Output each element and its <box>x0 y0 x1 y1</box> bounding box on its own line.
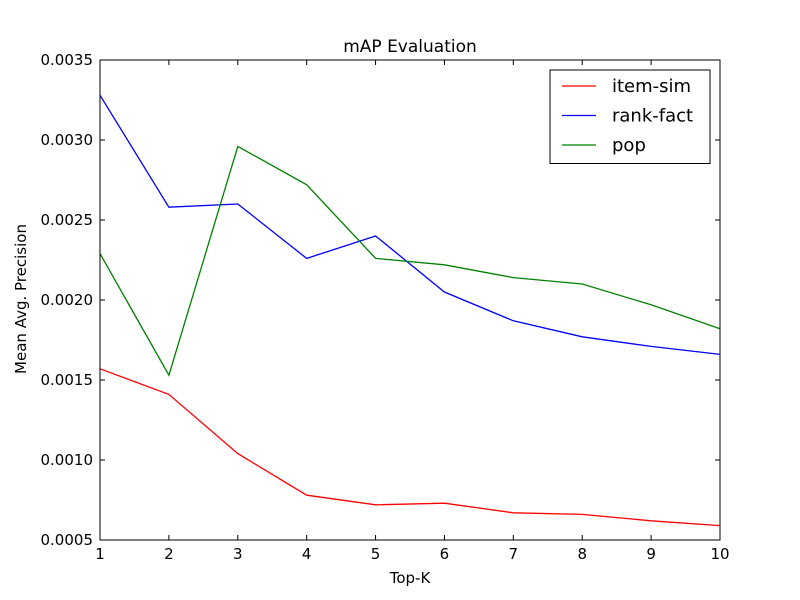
x-axis-label: Top-K <box>389 569 432 587</box>
x-tick-label: 6 <box>440 545 450 563</box>
x-tick-label: 1 <box>95 545 105 563</box>
y-tick-label: 0.0010 <box>41 451 94 469</box>
x-tick-label: 3 <box>233 545 243 563</box>
series-line-rank-fact <box>99 94 721 356</box>
plot-series <box>99 94 721 527</box>
series-line-pop <box>99 145 721 377</box>
legend: item-sim rank-fact pop <box>549 69 711 164</box>
x-tick-label: 2 <box>164 545 174 563</box>
axis-ticks: 1 2 3 4 5 6 7 8 9 10 0.0005 0.0010 0.0015 0.0020 0.002… <box>41 51 730 563</box>
x-tick-label: 7 <box>509 545 519 563</box>
series-line-item-sim <box>99 368 721 527</box>
legend-label: pop <box>612 135 646 156</box>
x-tick-label: 10 <box>710 545 729 563</box>
x-tick-label: 9 <box>646 545 656 563</box>
y-tick-label: 0.0025 <box>41 211 94 229</box>
chart-title: mAP Evaluation <box>343 37 477 57</box>
y-tick-label: 0.0015 <box>41 371 94 389</box>
y-tick-label: 0.0030 <box>41 131 94 149</box>
legend-label: rank-fact <box>612 106 693 127</box>
y-tick-label: 0.0005 <box>41 531 94 549</box>
y-axis-label: Mean Avg. Precision <box>12 224 30 374</box>
y-tick-label: 0.0020 <box>41 291 94 309</box>
x-tick-label: 8 <box>577 545 587 563</box>
y-tick-label: 0.0035 <box>41 51 94 69</box>
x-tick-label: 5 <box>371 545 381 563</box>
legend-label: item-sim <box>612 76 691 97</box>
x-tick-label: 4 <box>302 545 312 563</box>
plot-frame <box>99 59 721 541</box>
